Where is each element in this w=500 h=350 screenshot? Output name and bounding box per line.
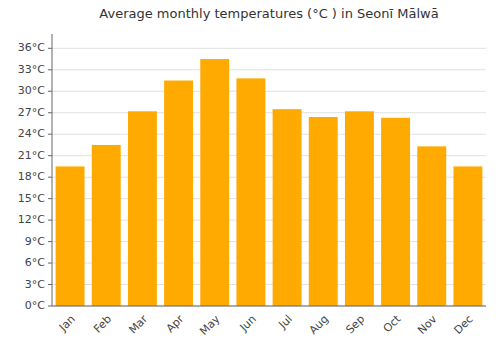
chart-container: Average monthly temperatures (°C ) in Se… (0, 0, 500, 350)
y-tick (48, 284, 52, 285)
y-tick (48, 134, 52, 135)
bars (56, 59, 483, 306)
bar (345, 111, 374, 306)
bar (381, 118, 410, 306)
y-tick (48, 306, 52, 307)
y-tick (48, 155, 52, 156)
y-tick-label: 9°C (25, 235, 45, 248)
grid-line (52, 306, 486, 307)
x-tick-label: Aug (307, 313, 331, 337)
x-axis-line (52, 306, 486, 307)
x-tick-label: Jun (237, 313, 259, 335)
y-tick-label: 18°C (18, 170, 45, 183)
x-tick-label: Sep (343, 313, 367, 337)
y-tick (48, 177, 52, 178)
y-tick-label: 0°C (25, 299, 45, 312)
bar (236, 78, 265, 306)
x-tick-label: Nov (415, 312, 440, 337)
y-tick-label: 36°C (18, 41, 45, 54)
y-tick-label: 12°C (18, 213, 45, 226)
y-tick (48, 69, 52, 70)
y-tick-label: 21°C (18, 149, 45, 162)
y-tick-label: 24°C (18, 127, 45, 140)
y-tick (48, 241, 52, 242)
bar (453, 166, 482, 306)
y-tick (48, 112, 52, 113)
y-axis-line (52, 34, 53, 306)
title: Average monthly temperatures (°C ) in Se… (99, 6, 438, 21)
x-tick-label: Feb (91, 313, 114, 336)
bar (164, 81, 193, 306)
bar (56, 166, 85, 306)
y-tick (48, 220, 52, 221)
y-tick-label: 30°C (18, 84, 45, 97)
y-tick-label: 6°C (25, 256, 45, 269)
bar (128, 111, 157, 306)
y-tick (48, 198, 52, 199)
x-tick-label: Jan (56, 313, 78, 335)
x-tick-label: Mar (126, 312, 150, 336)
bar (417, 146, 446, 306)
x-tick-label: Dec (451, 313, 475, 337)
y-tick-label: 15°C (18, 192, 45, 205)
grid-line (52, 134, 486, 135)
grid-line (52, 112, 486, 113)
x-tick-label: Jul (276, 313, 295, 332)
y-tick (48, 91, 52, 92)
y-tick (48, 263, 52, 264)
x-tick-label: Oct (381, 312, 404, 335)
chart-svg: Average monthly temperatures (°C ) in Se… (0, 0, 500, 350)
bar (273, 109, 302, 306)
bar (309, 117, 338, 306)
grid-line (52, 91, 486, 92)
bar (200, 59, 229, 306)
bar (92, 145, 121, 306)
x-tick-label: May (197, 312, 223, 338)
y-tick (48, 48, 52, 49)
grid-line (52, 48, 486, 49)
y-tick-label: 33°C (18, 63, 45, 76)
y-tick-label: 27°C (18, 106, 45, 119)
grid-line (52, 69, 486, 70)
grid (52, 48, 486, 306)
x-tick-label: Apr (164, 312, 187, 335)
y-tick-label: 3°C (25, 278, 45, 291)
